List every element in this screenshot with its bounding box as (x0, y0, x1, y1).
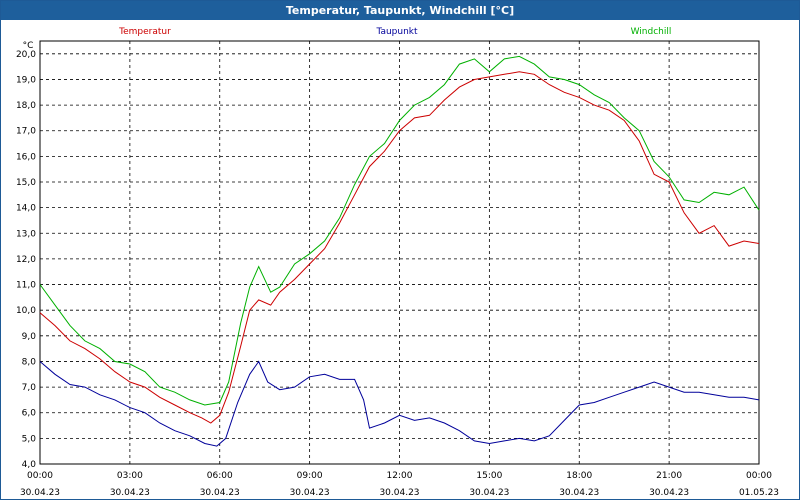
series-line-taupunkt (39, 360, 760, 447)
x-tick-time: 00:00 (746, 471, 772, 481)
y-tick-label: 12,0 (16, 255, 36, 265)
x-tick-date: 30.04.23 (379, 488, 419, 498)
series-line-temperatur (39, 71, 760, 424)
axes (39, 40, 760, 465)
y-tick-label: 4,0 (22, 460, 37, 470)
x-tick-date: 30.04.23 (559, 488, 599, 498)
x-tick-date: 30.04.23 (200, 488, 240, 498)
y-tick-label: 20,0 (16, 50, 36, 60)
y-unit-label: °C (23, 41, 34, 51)
window-title: Temperatur, Taupunkt, Windchill [°C] (1, 1, 799, 20)
x-tick-date: 30.04.23 (20, 488, 60, 498)
legend: Temperatur Taupunkt Windchill (118, 27, 671, 37)
legend-entry-windchill: Windchill (631, 27, 672, 37)
x-tick-date: 30.04.23 (110, 488, 150, 498)
y-tick-label: 15,0 (16, 178, 36, 188)
y-tick-label: 5,0 (22, 434, 37, 444)
legend-entry-temperatur: Temperatur (118, 27, 171, 37)
line-chart: 4,0 5,0 6,0 7,0 8,0 9,0 10,0 11,0 12,0 13,0 14,0 15… (16, 27, 779, 498)
x-tick-time: 15:00 (476, 471, 502, 481)
y-tick-label: 14,0 (16, 204, 36, 214)
x-tick-time: 21:00 (656, 471, 682, 481)
y-tick-label: 7,0 (22, 383, 37, 393)
y-tick-label: 11,0 (16, 281, 36, 291)
y-tick-label: 13,0 (16, 229, 36, 239)
x-tick-time: 03:00 (117, 471, 143, 481)
tick-labels: 4,0 5,0 6,0 7,0 8,0 9,0 10,0 11,0 12,0 13,0 14,0 15… (16, 41, 779, 498)
x-tick-date: 30.04.23 (469, 488, 509, 498)
x-tick-date: 30.04.23 (290, 488, 330, 498)
series-lines (39, 55, 760, 447)
series-line-windchill (39, 55, 760, 406)
y-tick-label: 10,0 (16, 306, 36, 316)
plot-border (39, 40, 760, 465)
y-tick-label: 8,0 (22, 357, 37, 367)
grid-lines (39, 41, 760, 465)
x-tick-time: 06:00 (207, 471, 233, 481)
y-tick-label: 19,0 (16, 75, 36, 85)
legend-entry-taupunkt: Taupunkt (375, 27, 418, 37)
x-tick-time: 18:00 (566, 471, 592, 481)
x-tick-time: 12:00 (387, 471, 413, 481)
y-tick-label: 16,0 (16, 152, 36, 162)
x-tick-date: 30.04.23 (649, 488, 689, 498)
x-tick-time: 00:00 (27, 471, 53, 481)
y-tick-label: 17,0 (16, 127, 36, 137)
y-tick-label: 18,0 (16, 101, 36, 111)
y-tick-label: 6,0 (22, 409, 37, 419)
x-tick-date: 01.05.23 (739, 488, 779, 498)
y-tick-label: 9,0 (22, 332, 37, 342)
x-tick-time: 09:00 (297, 471, 323, 481)
